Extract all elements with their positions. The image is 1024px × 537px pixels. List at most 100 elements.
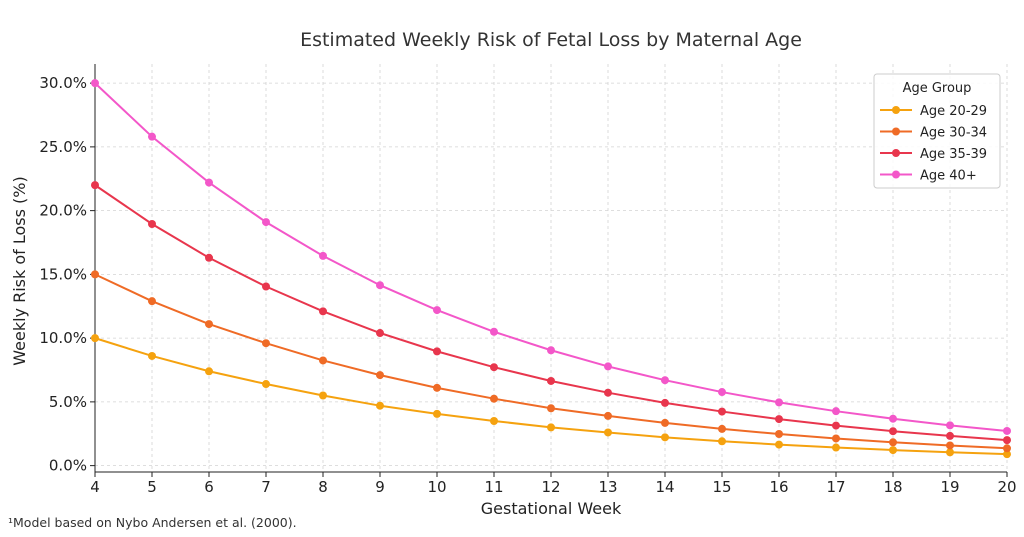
data-point [604,362,612,371]
data-point [718,407,726,416]
x-tick-label: 8 [318,478,328,496]
data-point [319,307,327,316]
data-point [376,371,384,380]
data-point [91,334,99,343]
data-point [889,446,897,455]
data-point [205,367,213,376]
data-point [148,351,156,360]
data-point [661,398,669,407]
data-point [262,282,270,291]
data-point [319,391,327,400]
y-tick-label: 20.0% [39,202,87,220]
data-point [205,320,213,329]
data-point [319,356,327,365]
data-point [547,346,555,355]
data-point [946,441,954,450]
data-point [433,409,441,418]
data-point [775,430,783,439]
data-point [148,220,156,229]
data-point [490,394,498,403]
x-tick-label: 14 [655,478,674,496]
data-point [718,388,726,397]
y-tick-label: 10.0% [39,329,87,347]
data-point [91,181,99,190]
data-point [547,423,555,432]
data-point [775,440,783,449]
data-point [205,253,213,262]
axes: 4 5 6 7 8 9 10 11 12 13 14 15 16 17 18 19 20 0.0% 5.0% 10.0… [39,64,1017,496]
data-point [775,415,783,424]
data-point [1003,450,1011,459]
data-point [889,427,897,436]
legend-label: Age 30-34 [920,126,987,141]
x-tick-label: 18 [883,478,902,496]
x-tick-label: 11 [484,478,503,496]
data-point [148,297,156,306]
data-point [775,398,783,407]
data-point [262,380,270,389]
data-point [148,132,156,141]
data-point [661,418,669,427]
y-tick-label: 15.0% [39,265,87,283]
data-point [262,339,270,348]
legend-label: Age 20-29 [920,104,987,119]
data-point [661,433,669,442]
data-point [832,407,840,416]
x-tick-label: 20 [997,478,1016,496]
data-point [832,434,840,443]
legend-marker [892,127,900,136]
data-point [604,411,612,420]
y-axis-label: Weekly Risk of Loss (%) [10,176,29,365]
data-point [433,306,441,315]
data-point [889,438,897,447]
data-point [604,428,612,437]
data-point [1003,444,1011,453]
data-point [946,431,954,440]
x-tick-label: 6 [204,478,214,496]
data-point [376,401,384,410]
legend: Age Group Age 20-29 Age 30-34 Age 35-39 Age … [873,73,1001,189]
legend-box [873,73,1001,189]
x-tick-label: 7 [261,478,271,496]
data-point [718,424,726,433]
data-point [718,437,726,446]
data-point [832,421,840,430]
data-point [661,376,669,385]
chart-title: Estimated Weekly Risk of Fetal Loss by M… [300,29,802,51]
data-point [205,178,213,187]
data-point [433,347,441,356]
data-point [946,421,954,430]
y-tick-label: 0.0% [49,457,87,475]
x-tick-label: 16 [769,478,788,496]
data-point [490,327,498,336]
data-point [376,329,384,338]
data-point [604,388,612,397]
x-tick-label: 17 [826,478,845,496]
data-point [490,417,498,425]
legend-label: Age 35-39 [920,147,987,162]
x-tick-label: 4 [90,478,100,496]
y-tick-label: 25.0% [39,138,87,156]
y-tick-label: 5.0% [49,393,87,411]
data-point [433,383,441,392]
x-tick-label: 12 [541,478,560,496]
footnote: ¹Model based on Nybo Andersen et al. (20… [8,515,297,530]
x-tick-label: 15 [712,478,731,496]
data-point [946,448,954,457]
series-layer [91,79,1011,459]
legend-label: Age 40+ [920,169,977,184]
x-tick-label: 9 [375,478,385,496]
data-point [490,363,498,372]
data-point [889,414,897,423]
x-axis-label: Gestational Week [481,499,622,518]
legend-marker [892,149,900,157]
data-point [1003,436,1011,445]
data-point [547,376,555,385]
data-point [1003,426,1011,435]
legend-title: Age Group [903,81,972,96]
x-tick-label: 10 [427,478,446,496]
x-tick-label: 5 [147,478,157,496]
y-tick-label: 30.0% [39,74,87,92]
data-point [376,281,384,290]
